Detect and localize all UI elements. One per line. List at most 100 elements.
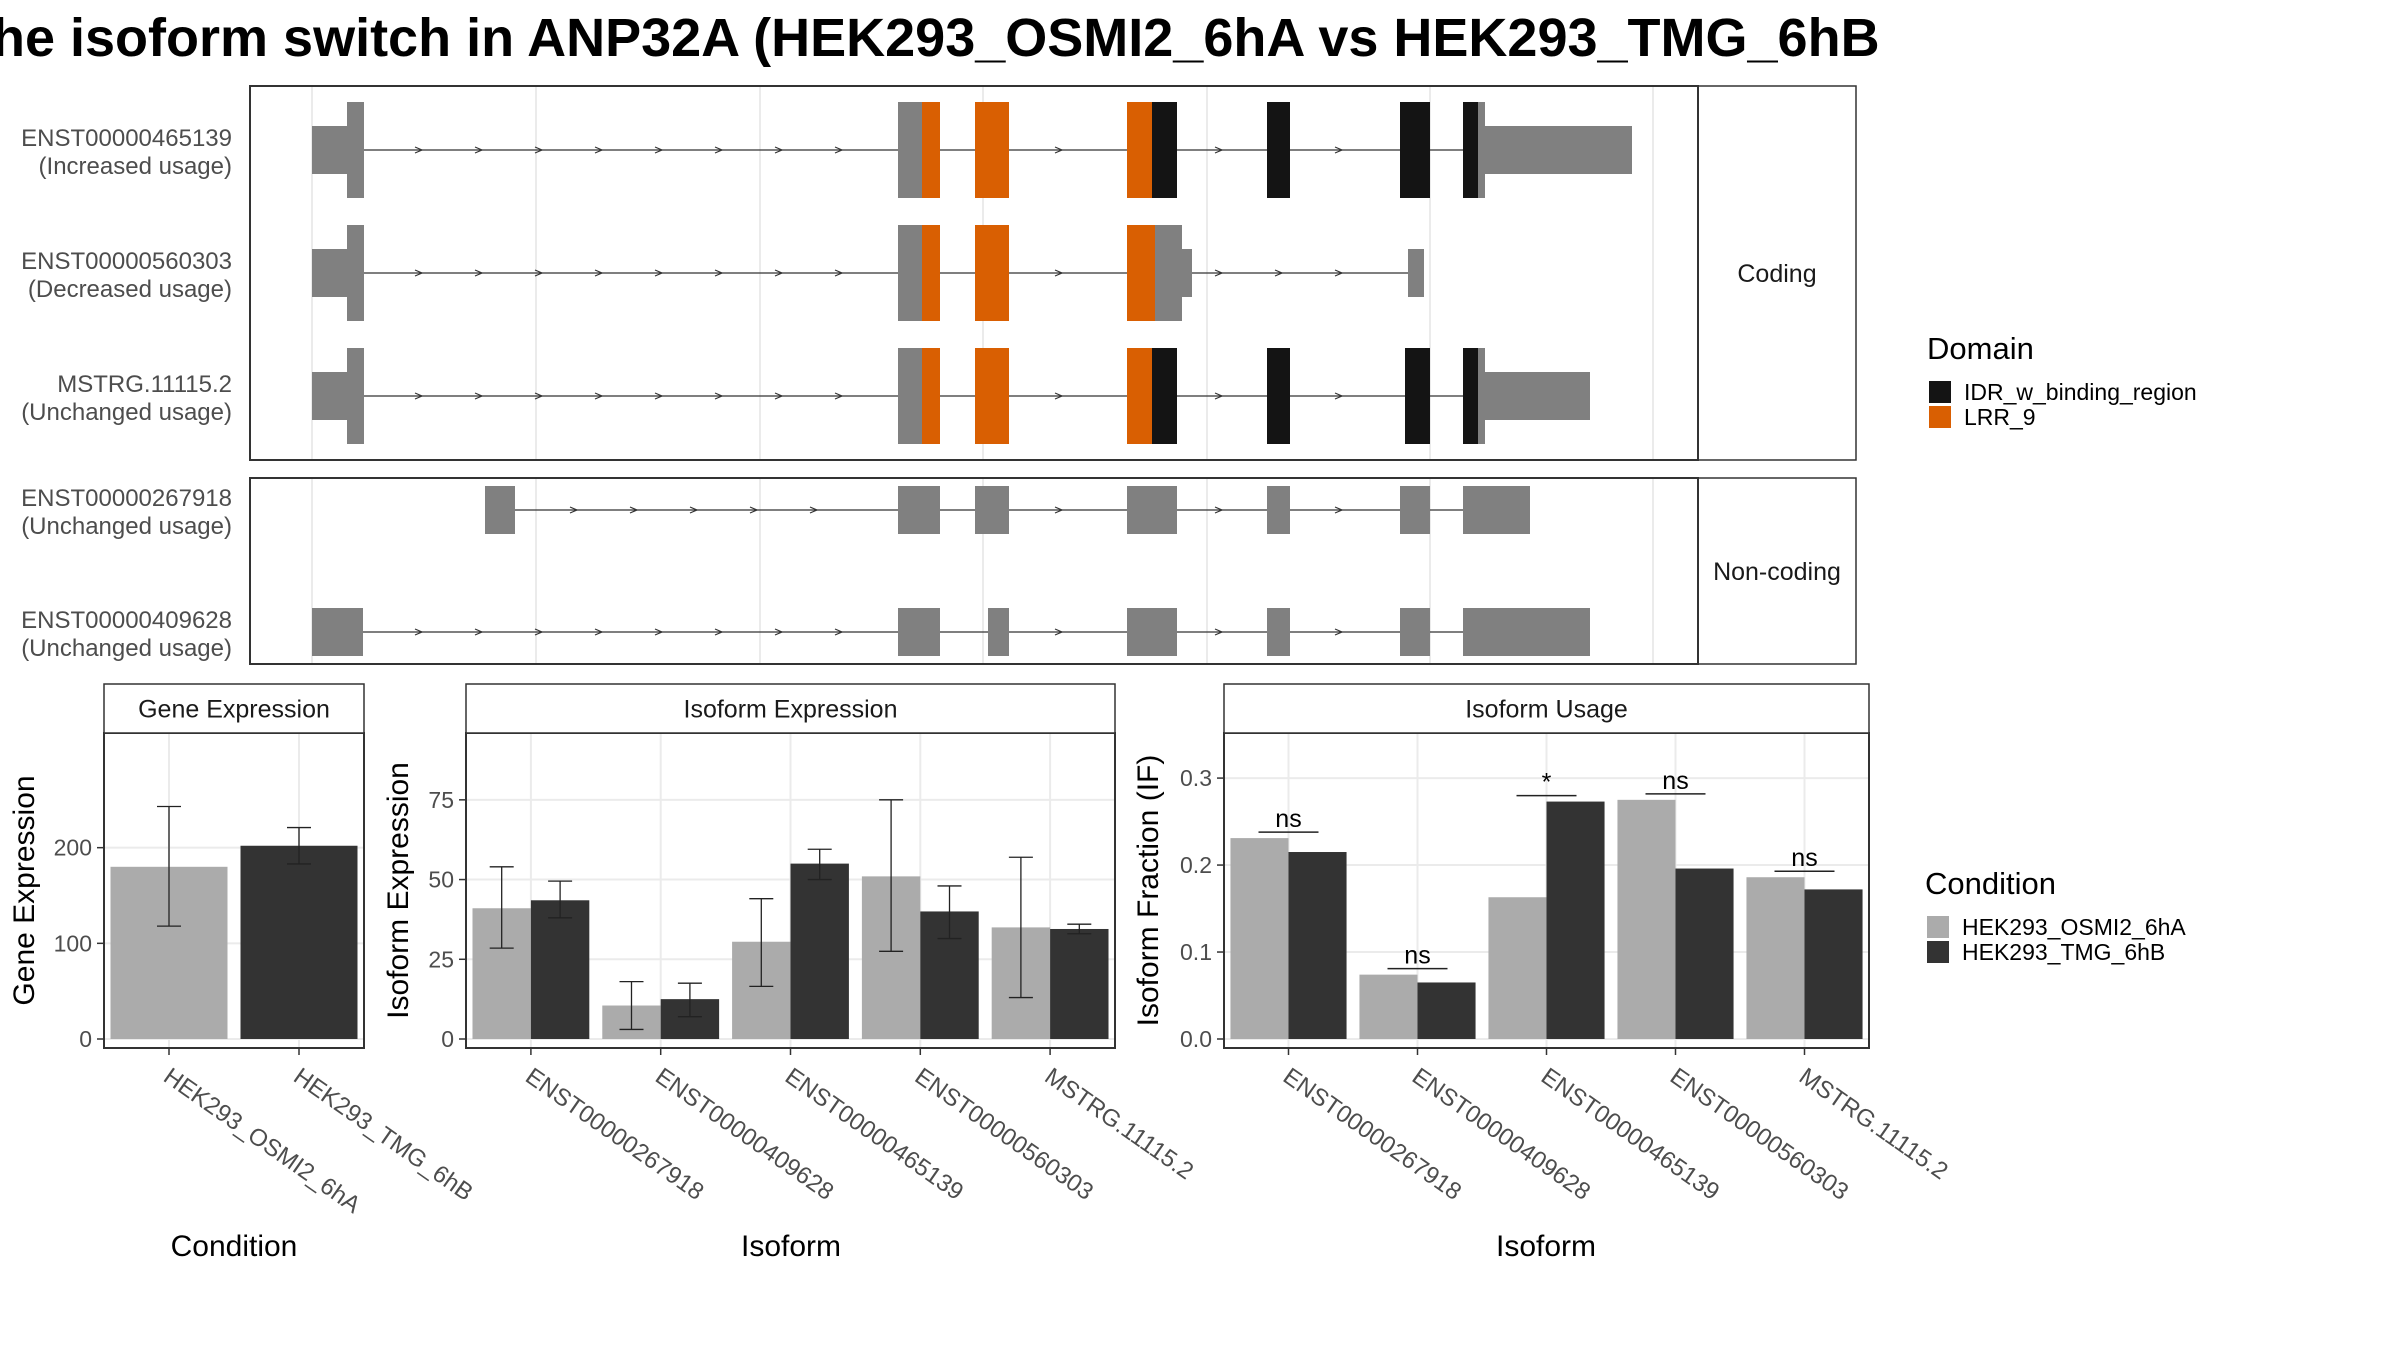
bar: [530, 900, 590, 1039]
intron-arrow: [809, 506, 819, 514]
intron-arrow: [1334, 269, 1344, 277]
transcript-usage-label: (Increased usage): [39, 153, 232, 180]
significance-label: *: [1542, 769, 1552, 797]
panel-strip-label: Isoform Expression: [684, 696, 898, 724]
intron-arrow: [534, 146, 544, 154]
intron-arrow: [414, 146, 424, 154]
intron-arrow: [774, 146, 784, 154]
exon-block: [1478, 348, 1485, 444]
intron-arrow: [749, 506, 759, 514]
y-tick-label: 50: [428, 867, 454, 893]
intron-arrow: [1054, 269, 1064, 277]
bar: [240, 845, 358, 1039]
transcript-usage-label: (Unchanged usage): [21, 513, 232, 540]
significance-label: ns: [1275, 805, 1301, 833]
exon-block: [347, 225, 364, 321]
intron-arrow: [1054, 392, 1064, 400]
exon-block: [1485, 126, 1632, 174]
lrr9-domain-block: [922, 225, 940, 321]
intron-arrow: [1054, 628, 1064, 636]
lrr9-domain-block: [922, 348, 940, 444]
facet-strip: [1697, 85, 1857, 461]
exon-block: [1478, 102, 1485, 198]
domain-legend-label: IDR_w_binding_region: [1964, 379, 2197, 405]
bar-panel: Isoform Expression0255075ENST00000267918…: [382, 683, 1198, 1263]
intron-arrow: [834, 269, 844, 277]
intron-arrow: [654, 628, 664, 636]
exon-block: [312, 249, 350, 297]
y-tick-label: 0.3: [1180, 765, 1212, 791]
intron-arrow: [474, 392, 484, 400]
bar: [1804, 889, 1863, 1039]
exon-block: [1127, 486, 1177, 534]
intron-arrow: [654, 392, 664, 400]
panel-strip-label: Isoform Usage: [1465, 696, 1628, 724]
y-tick-label: 75: [428, 787, 454, 813]
exon-block: [898, 102, 922, 198]
intron-arrow: [534, 392, 544, 400]
transcript-usage-label: (Unchanged usage): [21, 399, 232, 426]
idr-domain-block: [1463, 102, 1478, 198]
transcript-id-label: MSTRG.11115.2: [57, 371, 232, 398]
lrr9-domain-block: [1127, 348, 1152, 444]
intron-arrow: [1214, 506, 1224, 514]
facet-label: Coding: [1737, 260, 1816, 288]
exon-block: [898, 225, 922, 321]
bar: [1546, 801, 1605, 1039]
x-axis-title: Isoform: [1496, 1230, 1596, 1263]
condition-legend-title: Condition: [1925, 866, 2056, 901]
lrr9-domain-block: [975, 348, 1009, 444]
facet-panel-border: [249, 85, 1699, 461]
intron-arrow: [414, 392, 424, 400]
intron-arrow: [534, 269, 544, 277]
idr-domain-block: [1267, 102, 1290, 198]
exon-block: [898, 486, 940, 534]
bar: [1617, 799, 1676, 1039]
bar: [1230, 838, 1289, 1039]
intron-arrow: [834, 628, 844, 636]
exon-block: [485, 486, 515, 534]
exon-block: [312, 126, 350, 174]
y-axis-title: Isoform Fraction (IF): [1132, 755, 1165, 1027]
condition-legend-swatch: [1927, 941, 1949, 963]
exon-block: [898, 608, 940, 656]
intron-arrow: [474, 269, 484, 277]
x-axis-title: Isoform: [741, 1230, 841, 1263]
y-axis-title: Isoform Expression: [382, 762, 415, 1019]
intron-arrow: [594, 392, 604, 400]
intron-arrow: [1054, 506, 1064, 514]
y-tick-label: 0: [79, 1026, 92, 1052]
domain-legend-title: Domain: [1927, 331, 2034, 366]
transcript-id-label: ENST00000409628: [21, 607, 232, 634]
idr-domain-block: [1400, 102, 1430, 198]
intron-arrow: [594, 146, 604, 154]
lrr9-domain-block: [1127, 102, 1152, 198]
intron-arrow: [1334, 392, 1344, 400]
significance-label: ns: [1791, 844, 1817, 872]
transcript-structure-panel: Coding Non-coding ENST00000465139(Increase…: [21, 85, 1857, 665]
bar: [1417, 982, 1476, 1039]
intron-arrow: [594, 628, 604, 636]
intron-arrow: [774, 628, 784, 636]
condition-legend-label: HEK293_TMG_6hB: [1962, 939, 2165, 965]
idr-domain-block: [1152, 348, 1177, 444]
y-tick-label: 0.2: [1180, 852, 1212, 878]
y-tick-label: 200: [54, 835, 92, 861]
exon-block: [1267, 608, 1290, 656]
condition-legend-label: HEK293_OSMI2_6hA: [1962, 914, 2186, 940]
transcript-id-label: ENST00000560303: [21, 248, 232, 275]
lrr9-domain-block: [975, 225, 1009, 321]
exon-block: [1485, 372, 1590, 420]
intron-arrow: [714, 392, 724, 400]
panel-strip-label: Gene Expression: [138, 696, 330, 724]
intron-arrow: [1214, 269, 1224, 277]
y-tick-label: 0: [441, 1026, 454, 1052]
bar: [1050, 928, 1109, 1039]
intron-arrow: [1334, 146, 1344, 154]
lrr9-domain-block: [975, 102, 1009, 198]
y-axis-title: Gene Expression: [8, 775, 41, 1005]
lrr9-domain-block: [922, 102, 940, 198]
domain-legend-label: LRR_9: [1964, 404, 2036, 430]
exon-block: [347, 102, 364, 198]
